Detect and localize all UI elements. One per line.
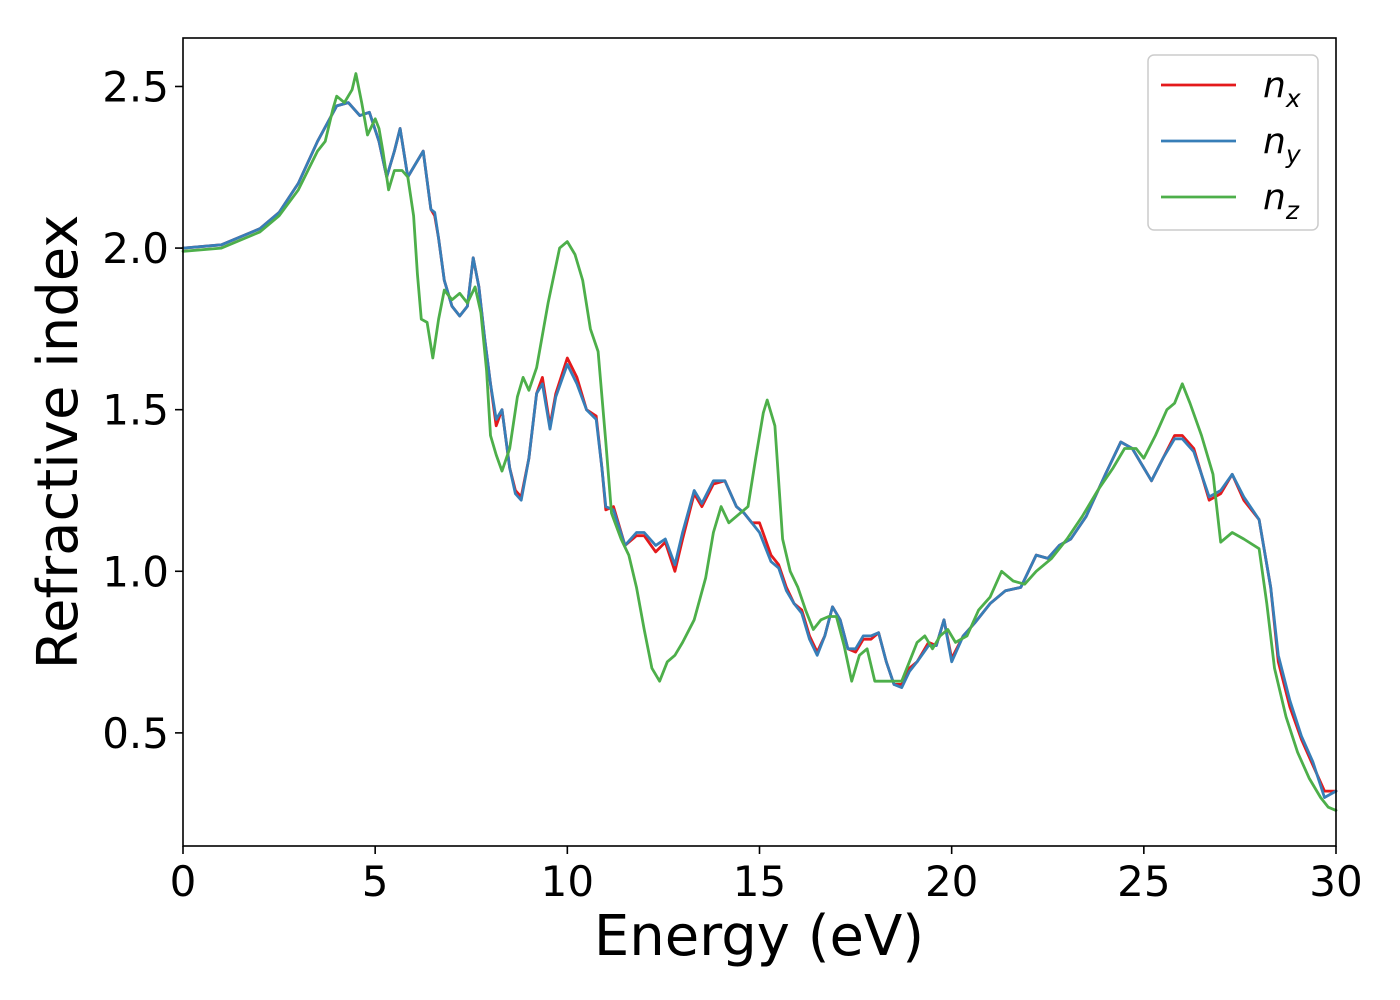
legend-subscript: z	[1285, 196, 1300, 225]
x-tick-label: 10	[541, 857, 594, 906]
x-tick-label: 5	[362, 857, 389, 906]
x-tick-label: 20	[925, 857, 978, 906]
y-tick-label: 2.5	[102, 62, 169, 111]
y-axis-label: Refractive index	[26, 215, 91, 670]
y-tick-label: 1.5	[102, 386, 169, 435]
x-axis-ticks: 0 5 10 15 20 25 30	[170, 846, 1363, 906]
series-layer	[181, 72, 1338, 812]
y-axis-ticks: 0.5 1.0 1.5 2.0 2.5	[102, 62, 183, 758]
y-tick-label: 0.5	[102, 709, 169, 758]
legend-subscript: y	[1285, 140, 1302, 169]
x-tick-label: 30	[1309, 857, 1362, 906]
x-axis-label: Energy (eV)	[594, 904, 924, 969]
y-tick-label: 2.0	[102, 224, 169, 273]
legend-subscript: x	[1285, 84, 1301, 113]
y-tick-label: 1.0	[102, 547, 169, 596]
series-line-n-z	[181, 72, 1338, 812]
x-tick-label: 0	[170, 857, 197, 906]
x-tick-label: 25	[1117, 857, 1170, 906]
x-tick-label: 15	[733, 857, 786, 906]
legend-box	[1147, 54, 1319, 231]
